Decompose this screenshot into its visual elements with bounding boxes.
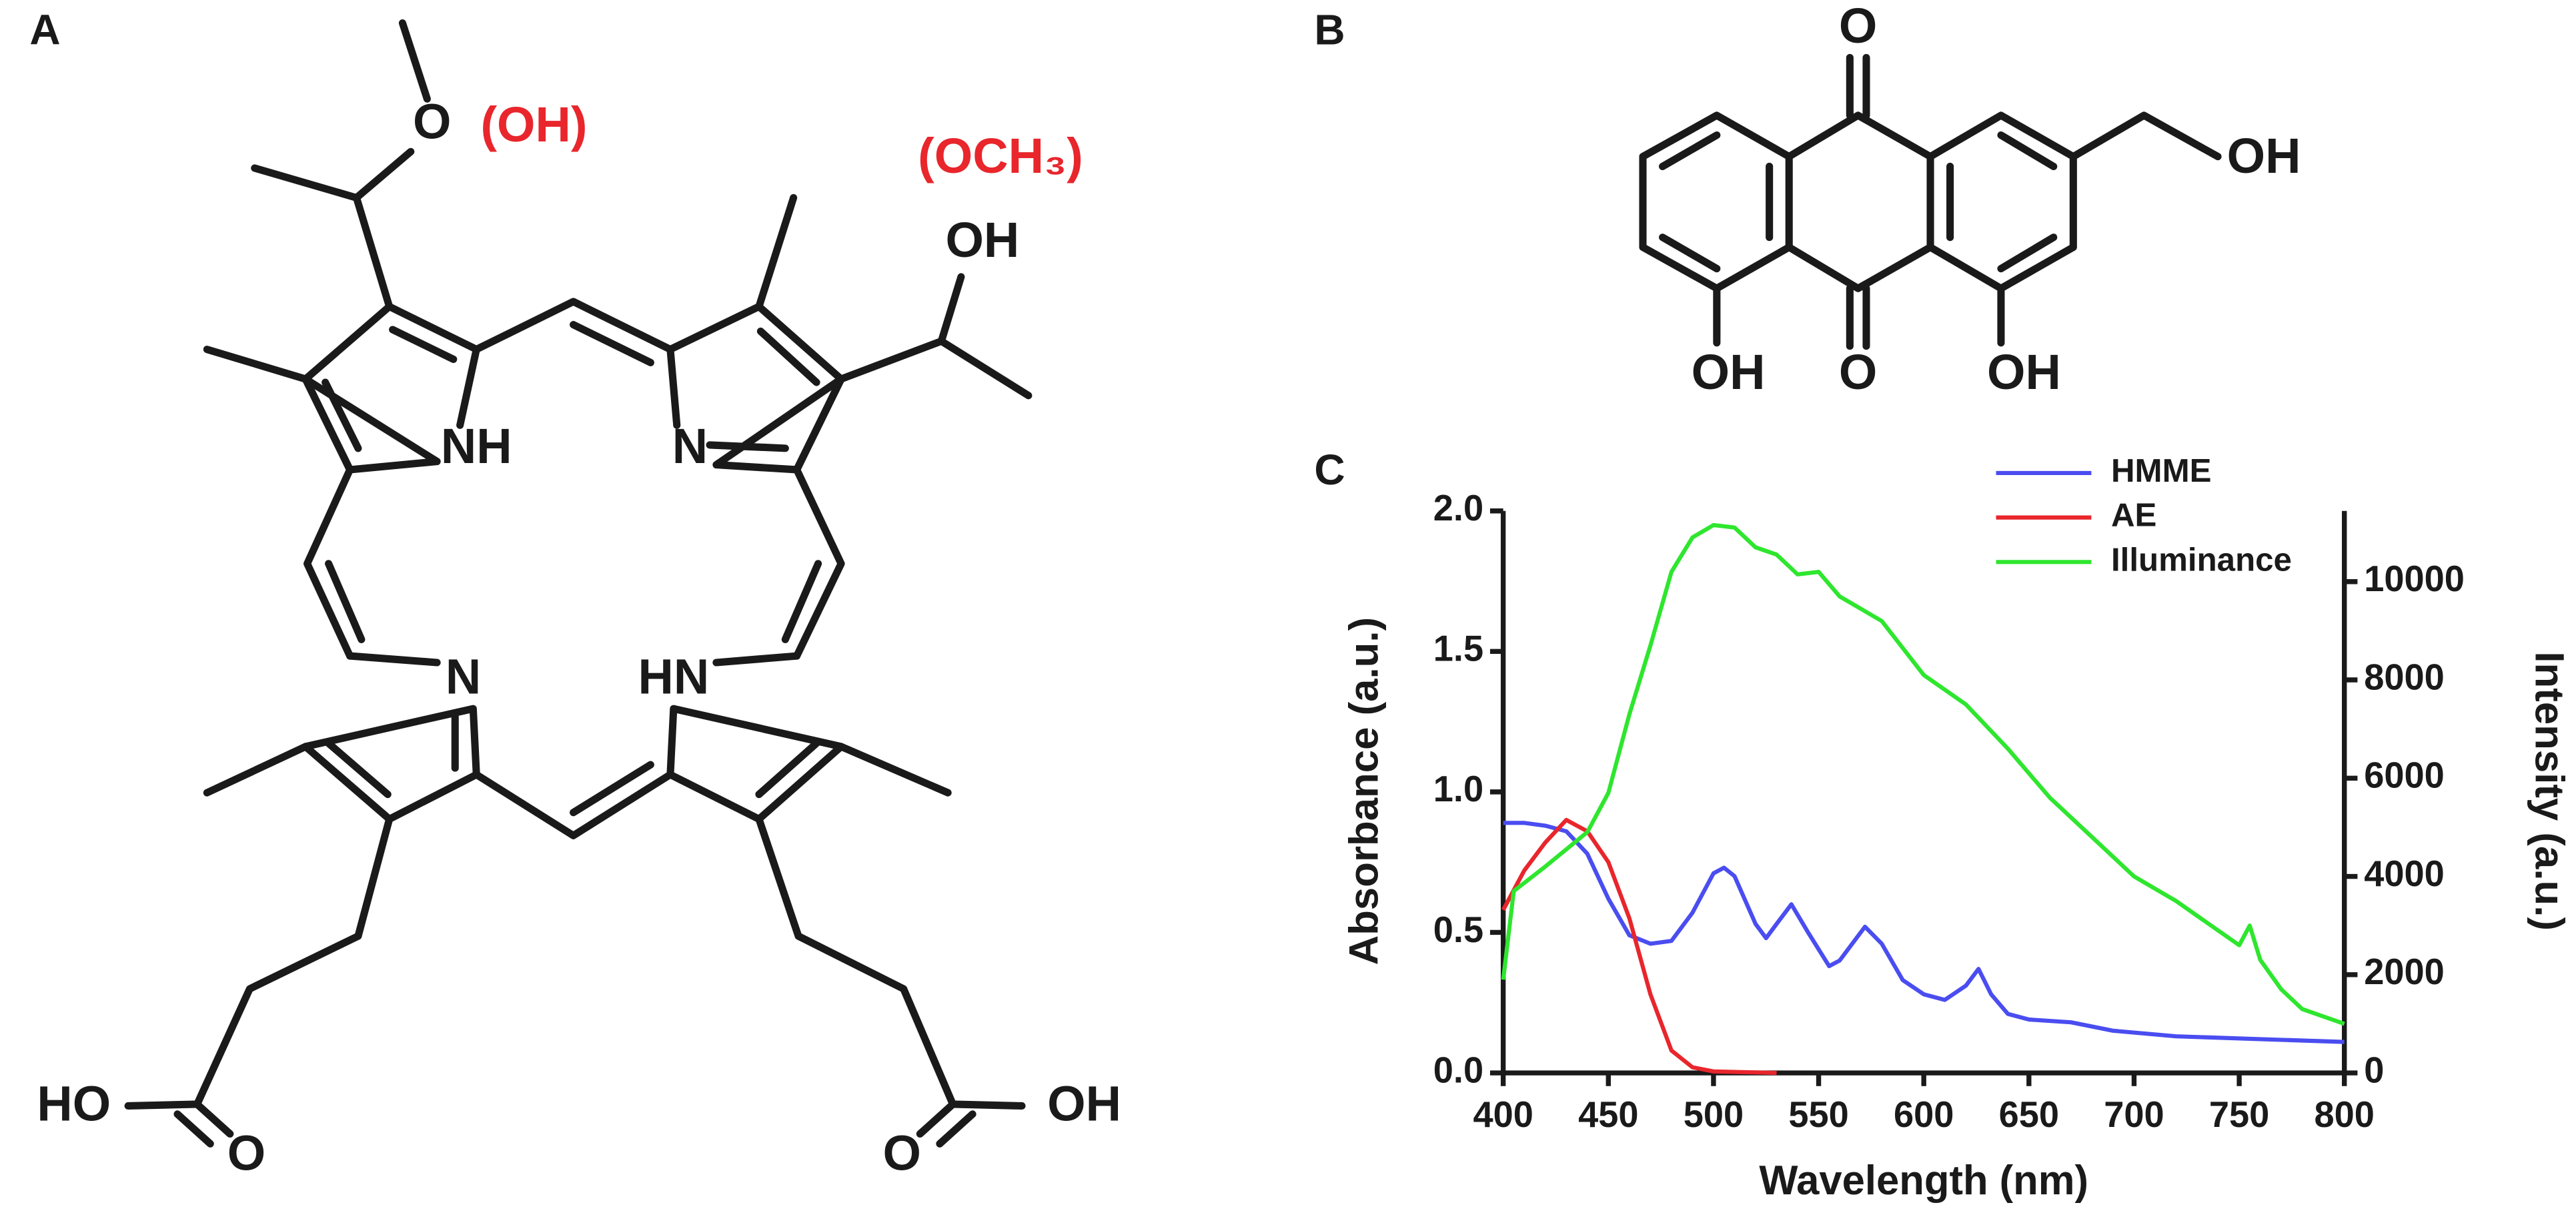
- y-tick-label: 1.0: [1433, 769, 1483, 809]
- y-tick-label: 0.0: [1433, 1050, 1483, 1090]
- double-bond: [1946, 131, 2058, 273]
- y2-tick-label: 4000: [2364, 854, 2445, 894]
- x-tick-label: 650: [1999, 1095, 2059, 1135]
- atom-label: HN: [638, 649, 709, 705]
- substituent: [755, 193, 1033, 400]
- x-axis-title: Wavelength (nm): [1759, 1158, 2088, 1204]
- legend-label: AE: [2111, 497, 2156, 534]
- bond: [301, 302, 394, 474]
- panel-label: A: [29, 5, 60, 53]
- double-bond: [755, 739, 820, 799]
- atom-label: OH: [1987, 344, 2061, 400]
- substituent: [755, 743, 1026, 1148]
- x-tick-label: 500: [1684, 1095, 1744, 1135]
- legend-label: HMME: [2111, 452, 2212, 489]
- atom-label: O: [413, 93, 451, 149]
- atom-label: HO: [37, 1076, 111, 1131]
- double-bond: [325, 713, 459, 799]
- structure-b: [1639, 53, 2222, 350]
- y-tick-label: 1.5: [1433, 629, 1483, 669]
- x-tick-label: 700: [2104, 1095, 2164, 1135]
- chart: Wavelength (nm) Absorbance (a.u.) Intens…: [1341, 452, 2573, 1204]
- y2-tick-label: 2000: [2364, 952, 2445, 992]
- double-bond: [321, 326, 458, 452]
- legend-label: Illuminance: [2111, 541, 2292, 578]
- substituent: [203, 19, 431, 383]
- y2-tick-label: 10000: [2364, 559, 2465, 599]
- atom-label: N: [446, 649, 481, 705]
- panel-label: B: [1314, 5, 1345, 53]
- y-tick-label: 0.5: [1433, 910, 1483, 950]
- x-tick-label: 600: [1894, 1095, 1954, 1135]
- atom-label: O: [227, 1125, 265, 1180]
- y2-axis-title: Intensity (a.u.): [2526, 651, 2572, 931]
- bond: [755, 302, 845, 474]
- substituent: [1713, 111, 2222, 347]
- double-bond: [706, 327, 820, 452]
- series-line: [1503, 821, 2345, 1044]
- meso-bond: [303, 298, 845, 839]
- structure-a: [124, 19, 1033, 1148]
- atom-label: O: [882, 1125, 920, 1180]
- ring: [1785, 111, 1934, 292]
- atom-label: OH: [1692, 344, 1766, 400]
- atom-label: N: [672, 418, 708, 474]
- atom-label: OH: [945, 212, 1019, 268]
- y2-tick-label: 8000: [2364, 657, 2445, 697]
- atom-label: NH: [441, 418, 512, 474]
- substituent: [124, 743, 394, 1148]
- x-tick-label: 400: [1473, 1095, 1533, 1135]
- alt-group-label: (OCH₃): [918, 128, 1083, 183]
- series-line: [1501, 817, 1777, 1076]
- x-tick-label: 750: [2209, 1095, 2269, 1135]
- x-tick-label: 450: [1578, 1095, 1638, 1135]
- panel-label: C: [1314, 446, 1345, 494]
- x-tick-label: 800: [2315, 1095, 2375, 1135]
- double-bond: [1659, 131, 1774, 273]
- alt-group-label: (OH): [480, 97, 587, 152]
- carbonyl: [1846, 53, 1870, 350]
- double-bond: [325, 321, 822, 817]
- y-tick-label: 2.0: [1433, 488, 1483, 528]
- ring: [1926, 111, 2077, 292]
- y-axis-title: Absorbance (a.u.): [1341, 617, 1387, 965]
- y2-tick-label: 6000: [2364, 756, 2445, 796]
- y2-tick-label: 0: [2364, 1050, 2384, 1090]
- atom-label: O: [1839, 344, 1877, 400]
- atom-label: OH: [2227, 128, 2301, 183]
- atom-label: OH: [1047, 1076, 1121, 1131]
- x-tick-label: 550: [1788, 1095, 1848, 1135]
- series-line: [1501, 522, 2345, 1026]
- atom-label: O: [1839, 0, 1877, 53]
